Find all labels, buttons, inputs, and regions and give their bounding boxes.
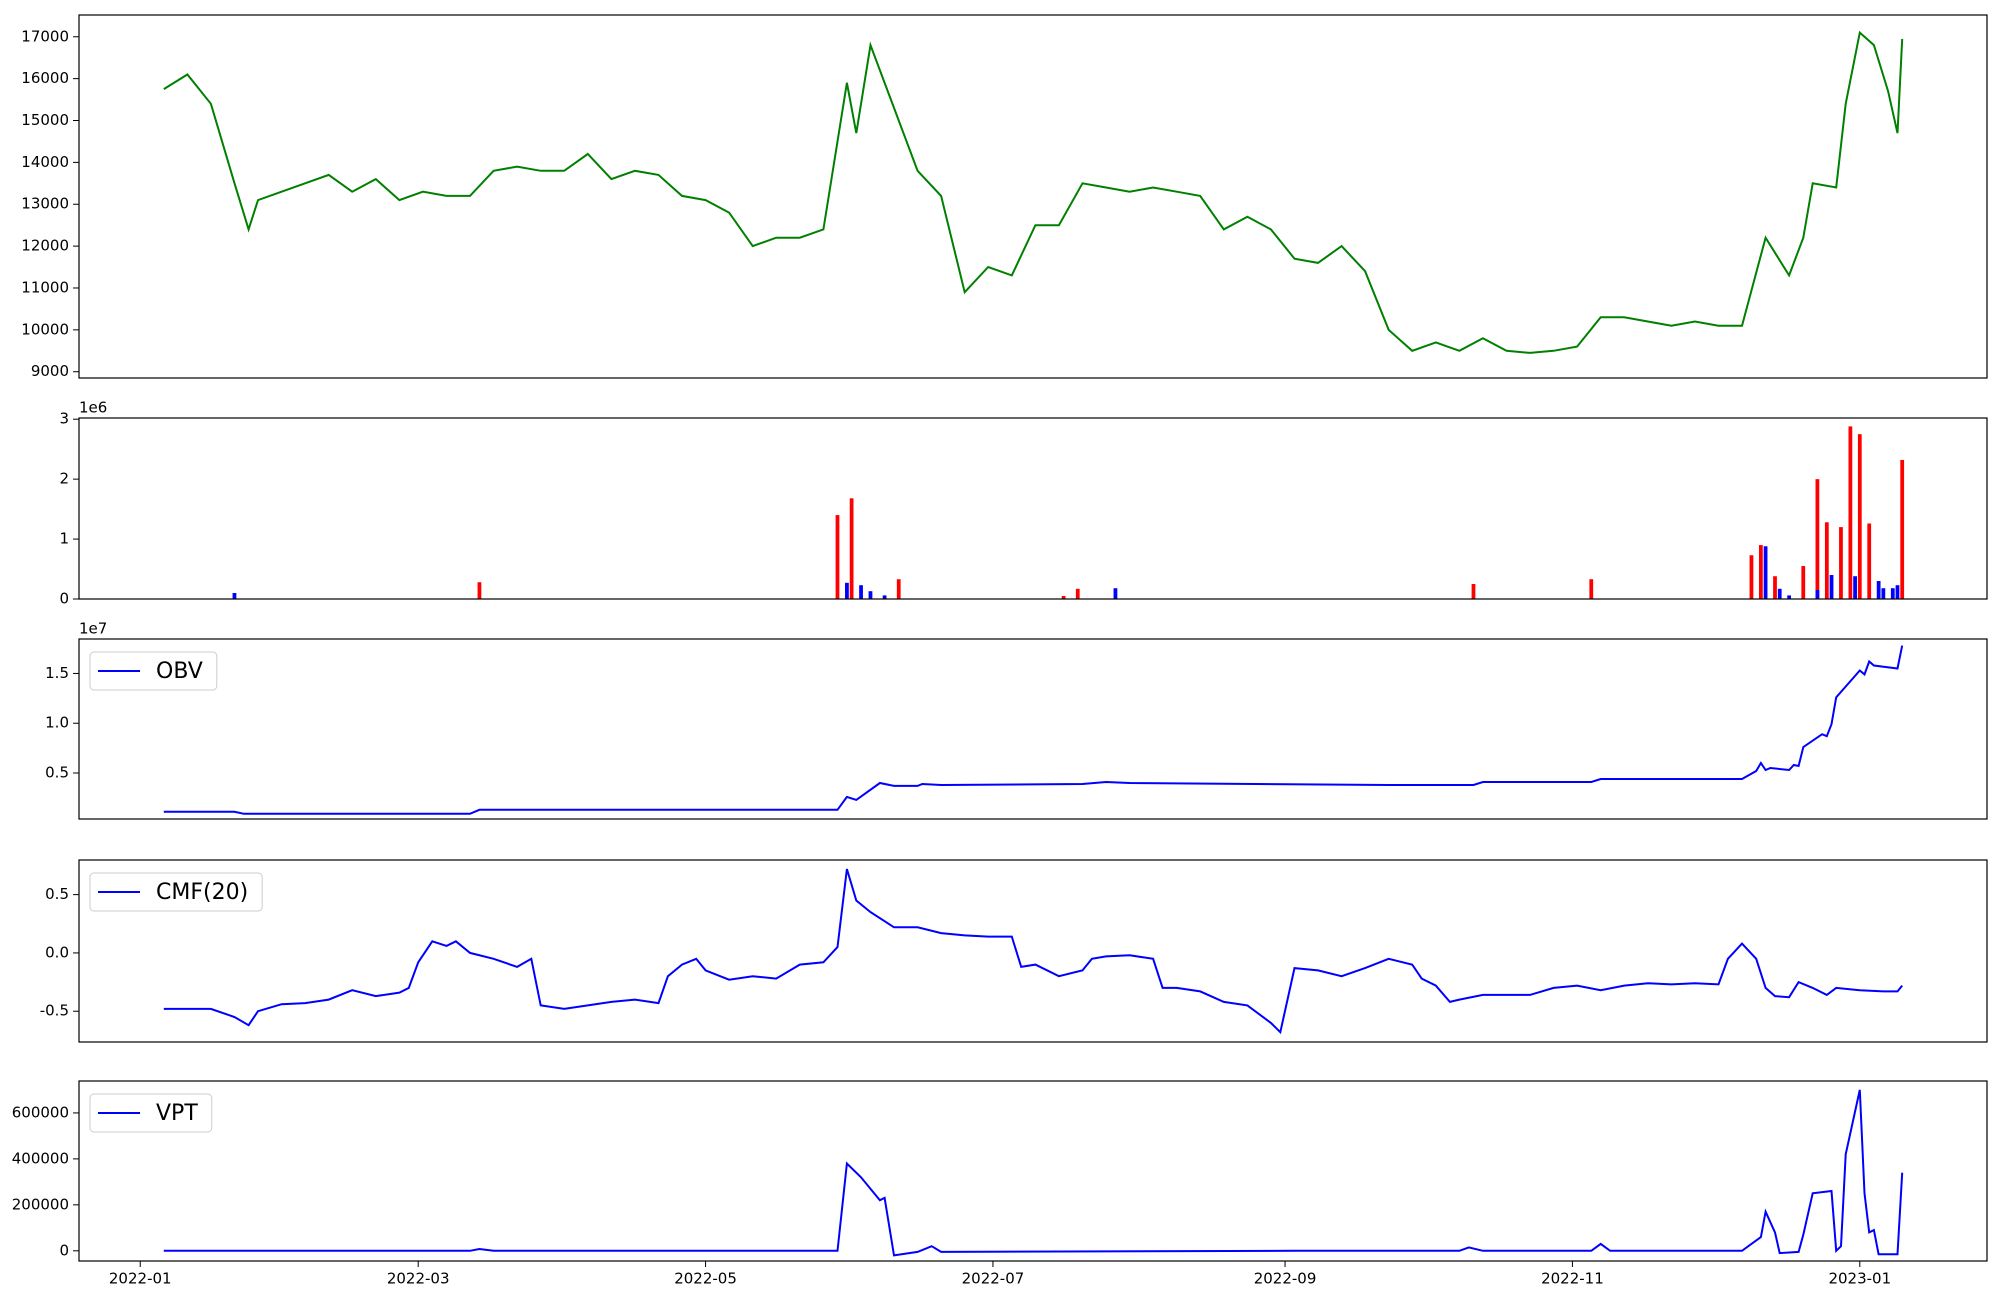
y-tick-label: 16000: [21, 69, 69, 87]
y-tick-label: 0.0: [45, 943, 69, 961]
y-tick-label: 13000: [21, 195, 69, 213]
bar: [1857, 434, 1862, 599]
y-tick-label: 14000: [21, 153, 69, 171]
x-tick-label: 2022-01: [109, 1270, 172, 1288]
bar: [1763, 546, 1768, 599]
plot-frame: [78, 417, 1988, 600]
bar: [859, 585, 863, 599]
bar: [835, 515, 840, 599]
y-tick-label: 17000: [21, 27, 69, 45]
bar: [1829, 575, 1834, 599]
bar: [1749, 555, 1754, 599]
panel: 0.5 1.0 1.5 1e7 OBV: [45, 620, 1988, 820]
legend-label: OBV: [156, 659, 203, 684]
bar: [896, 579, 901, 599]
bar: [845, 582, 849, 599]
bar: [1881, 588, 1886, 599]
bar: [1787, 595, 1792, 599]
bar: [1777, 588, 1782, 599]
y-tick-label: 200000: [12, 1195, 69, 1213]
x-tick-label: 2022-05: [674, 1270, 737, 1288]
bar: [1876, 581, 1881, 599]
bar: [849, 498, 854, 599]
y-tick-label: 2: [59, 470, 69, 488]
y-tick-label: 11000: [21, 278, 69, 296]
bar: [1589, 579, 1594, 599]
panel: 0 1 2 3 1e6: [59, 399, 1988, 608]
line: [163, 868, 1903, 1035]
x-tick-label: 2022-09: [1254, 1270, 1317, 1288]
legend: [89, 872, 263, 912]
bar: [1773, 576, 1777, 599]
y-tick-label: 1: [59, 530, 69, 548]
line: [163, 645, 1904, 815]
y-tick-label: 600000: [12, 1103, 69, 1121]
plot-frame: [78, 14, 1988, 379]
axis-offset: 1e6: [79, 399, 107, 417]
x-tick-label: 2023-01: [1828, 1270, 1891, 1288]
panel: -0.5 0.0 0.5 CMF(20): [40, 859, 1988, 1043]
y-tick-label: 400000: [12, 1149, 69, 1167]
bar: [1839, 527, 1843, 599]
bar: [1895, 585, 1900, 599]
bar: [882, 595, 887, 599]
y-tick-label: 3: [59, 410, 69, 428]
axis-offset: 1e7: [79, 620, 107, 638]
bar: [1815, 590, 1820, 599]
bar: [1890, 588, 1895, 599]
x-tick-label: 2022-11: [1541, 1270, 1604, 1288]
y-tick-label: 15000: [21, 111, 69, 129]
bar: [1824, 522, 1829, 599]
bar: [1471, 584, 1476, 599]
panel: 9000 10000 11000 12000 13000 14000 15000 16000 1…: [21, 14, 1988, 380]
y-tick-label: 0: [59, 590, 69, 608]
bar: [1900, 459, 1905, 599]
plot-frame: [78, 638, 1988, 820]
bar: [1867, 523, 1872, 599]
x-tick-label: 2022-03: [387, 1270, 450, 1288]
y-tick-label: 1.5: [45, 664, 69, 682]
bar: [1815, 479, 1820, 599]
y-tick-label: 9000: [31, 362, 69, 380]
y-tick-label: 0: [59, 1241, 69, 1259]
plot-frame: [78, 1080, 1988, 1262]
bar: [1758, 545, 1763, 599]
bar: [1061, 596, 1066, 599]
y-tick-label: 12000: [21, 237, 69, 255]
y-tick-label: -0.5: [40, 1002, 69, 1020]
bar: [1848, 426, 1853, 599]
y-tick-label: 1.0: [45, 714, 69, 732]
bar: [868, 591, 873, 599]
bar: [1113, 588, 1118, 599]
line: [163, 30, 1904, 354]
line: [163, 1089, 1904, 1257]
legend: [89, 651, 218, 691]
legend-label: CMF(20): [156, 880, 248, 905]
bar: [1075, 588, 1080, 599]
bar: [1853, 576, 1857, 599]
bar: [232, 593, 237, 599]
x-tick-label: 2022-07: [962, 1270, 1025, 1288]
bar: [1801, 566, 1806, 599]
y-tick-label: 10000: [21, 320, 69, 338]
legend-label: VPT: [156, 1101, 198, 1126]
y-tick-label: 0.5: [45, 885, 69, 903]
panel: 0 200000 400000 600000 2022-01 2022-03 2022-05…: [12, 1080, 1988, 1288]
plot-frame: [78, 859, 1988, 1043]
bar: [477, 582, 482, 599]
y-tick-label: 0.5: [45, 764, 69, 782]
legend: [89, 1093, 213, 1133]
